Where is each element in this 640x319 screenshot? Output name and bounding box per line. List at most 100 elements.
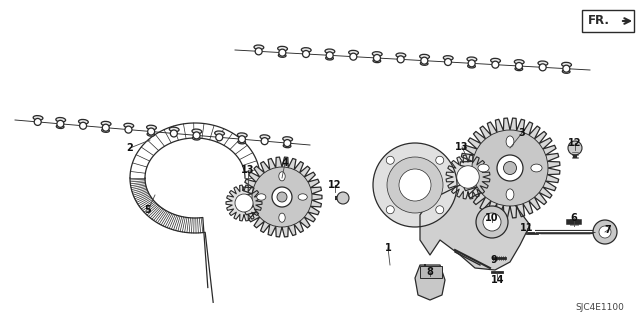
Text: 8: 8 [427, 267, 433, 277]
Ellipse shape [515, 67, 523, 70]
Ellipse shape [283, 137, 292, 141]
Polygon shape [415, 265, 445, 300]
Ellipse shape [468, 64, 476, 68]
Ellipse shape [238, 140, 246, 144]
Ellipse shape [254, 45, 264, 49]
Text: 5: 5 [145, 205, 152, 215]
Circle shape [102, 124, 109, 131]
Text: 12: 12 [328, 180, 342, 190]
Ellipse shape [147, 125, 156, 130]
Circle shape [563, 65, 570, 72]
Circle shape [34, 118, 41, 125]
Circle shape [399, 169, 431, 201]
Ellipse shape [506, 189, 514, 200]
Ellipse shape [563, 70, 570, 73]
Ellipse shape [193, 137, 200, 140]
Circle shape [193, 132, 200, 139]
Ellipse shape [478, 164, 489, 172]
Circle shape [374, 55, 381, 62]
Circle shape [515, 63, 522, 70]
Ellipse shape [170, 127, 179, 132]
Ellipse shape [491, 58, 500, 63]
Circle shape [337, 192, 349, 204]
Circle shape [125, 126, 132, 133]
Circle shape [373, 143, 457, 227]
Ellipse shape [257, 194, 266, 200]
Bar [420, 266, 442, 278]
Ellipse shape [284, 144, 291, 148]
Circle shape [492, 61, 499, 68]
Text: 9: 9 [491, 255, 497, 265]
Ellipse shape [278, 54, 286, 57]
Ellipse shape [515, 60, 524, 64]
Text: 7: 7 [605, 225, 611, 235]
Text: 4: 4 [282, 158, 289, 168]
Circle shape [79, 122, 86, 129]
Polygon shape [226, 185, 262, 221]
Polygon shape [446, 155, 490, 199]
Ellipse shape [56, 125, 64, 129]
Circle shape [261, 138, 268, 145]
Ellipse shape [467, 57, 477, 62]
Circle shape [397, 56, 404, 63]
Ellipse shape [298, 194, 307, 200]
Ellipse shape [102, 129, 109, 132]
Ellipse shape [326, 56, 333, 60]
Circle shape [497, 155, 523, 181]
Ellipse shape [214, 131, 225, 136]
Circle shape [148, 128, 155, 135]
Circle shape [255, 48, 262, 55]
Ellipse shape [260, 135, 270, 139]
Circle shape [350, 53, 357, 60]
Ellipse shape [147, 132, 155, 136]
Circle shape [216, 134, 223, 141]
Text: 3: 3 [518, 128, 525, 138]
Text: 12: 12 [568, 138, 582, 148]
Circle shape [457, 166, 479, 188]
Circle shape [57, 120, 64, 127]
Ellipse shape [33, 115, 43, 120]
Ellipse shape [538, 61, 548, 65]
Circle shape [593, 220, 617, 244]
Ellipse shape [372, 52, 382, 56]
Circle shape [239, 136, 245, 143]
Circle shape [284, 140, 291, 146]
Circle shape [387, 157, 443, 213]
Circle shape [272, 187, 292, 207]
Ellipse shape [420, 54, 429, 59]
Text: 1: 1 [385, 243, 392, 253]
Circle shape [504, 161, 516, 174]
Ellipse shape [278, 46, 287, 51]
Ellipse shape [531, 164, 542, 172]
Circle shape [252, 167, 312, 227]
Text: FR.: FR. [588, 14, 610, 27]
Circle shape [170, 130, 177, 137]
Text: 14: 14 [492, 275, 505, 285]
Ellipse shape [56, 117, 66, 122]
Circle shape [326, 52, 333, 59]
Circle shape [568, 141, 582, 155]
Circle shape [445, 58, 451, 65]
Circle shape [277, 192, 287, 202]
Circle shape [599, 226, 611, 238]
Text: 2: 2 [127, 143, 133, 153]
Text: 6: 6 [571, 213, 577, 223]
Polygon shape [242, 157, 322, 237]
Text: 10: 10 [485, 213, 499, 223]
Ellipse shape [192, 129, 202, 134]
Ellipse shape [301, 48, 311, 52]
Ellipse shape [79, 119, 88, 124]
Circle shape [436, 156, 444, 164]
Ellipse shape [562, 62, 572, 67]
Ellipse shape [506, 136, 514, 147]
Circle shape [279, 49, 286, 56]
Text: 13: 13 [455, 142, 468, 152]
Ellipse shape [373, 59, 381, 63]
Ellipse shape [420, 62, 428, 65]
Circle shape [387, 206, 394, 214]
Circle shape [421, 57, 428, 64]
Ellipse shape [325, 49, 335, 54]
Ellipse shape [279, 213, 285, 222]
Text: 11: 11 [520, 223, 534, 233]
Polygon shape [420, 185, 530, 270]
